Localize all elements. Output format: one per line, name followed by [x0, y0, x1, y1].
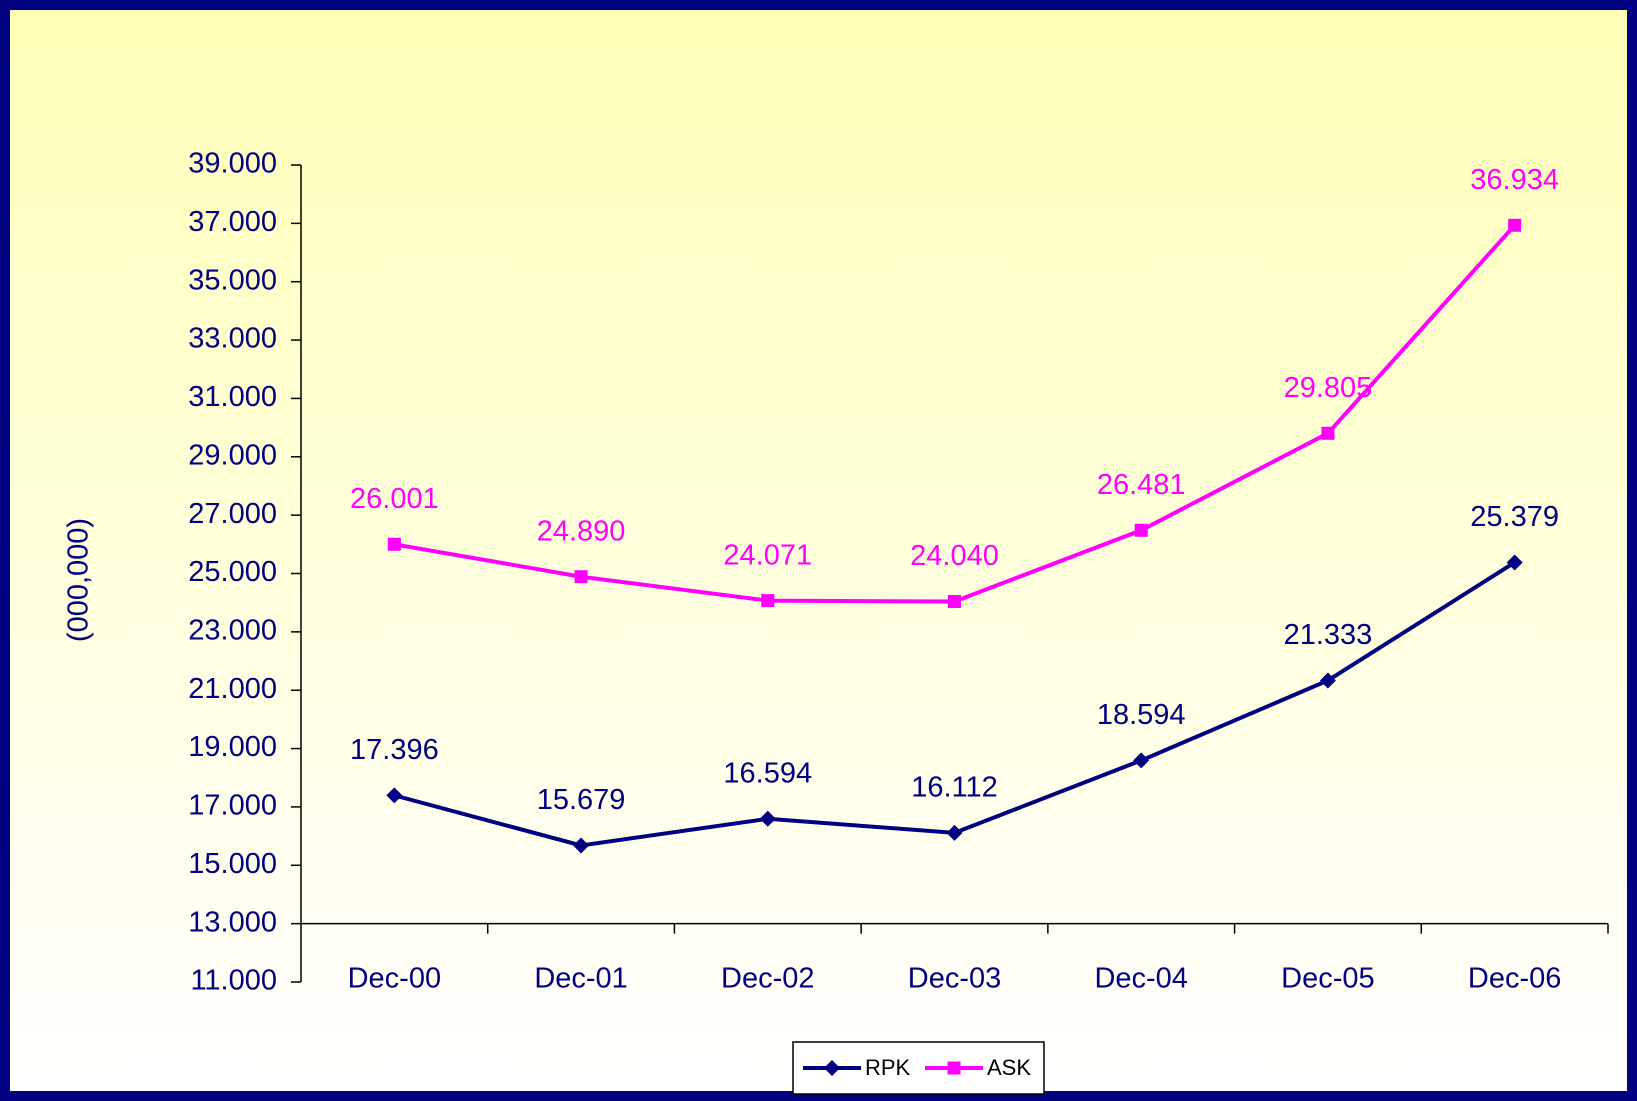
data-point	[386, 787, 403, 804]
legend-label: RPK	[865, 1055, 911, 1080]
data-point	[1319, 672, 1336, 689]
data-label: 26.001	[350, 483, 439, 515]
y-tick-label: 25.000	[188, 556, 277, 588]
y-tick-label: 33.000	[188, 323, 277, 355]
data-label: 29.805	[1284, 372, 1373, 404]
data-point	[1506, 554, 1523, 571]
data-point	[1133, 752, 1150, 769]
data-label: 24.040	[910, 540, 999, 572]
data-label: 17.396	[350, 734, 439, 766]
y-tick-label: 11.000	[190, 965, 277, 997]
y-tick-label: 17.000	[188, 790, 277, 822]
data-label: 26.481	[1097, 469, 1186, 501]
y-tick-label: 21.000	[188, 673, 277, 705]
data-point	[948, 595, 961, 609]
data-label: 15.679	[537, 784, 626, 816]
legend-marker	[824, 1060, 840, 1076]
y-tick-label: 15.000	[188, 848, 277, 880]
data-point	[1321, 426, 1335, 440]
data-label: 21.333	[1284, 619, 1373, 651]
y-tick-label: 27.000	[188, 498, 277, 530]
y-tick-label: 13.000	[188, 906, 277, 938]
data-point	[946, 824, 963, 841]
legend-box	[792, 1041, 1045, 1095]
y-tick-label: 35.000	[188, 264, 277, 296]
x-tick-label: Dec-00	[348, 962, 442, 994]
x-tick-label: Dec-05	[1281, 962, 1375, 994]
y-axis-title: (000,000)	[63, 518, 95, 642]
x-tick-label: Dec-04	[1094, 962, 1188, 994]
x-tick-label: Dec-01	[534, 962, 628, 994]
data-point	[1508, 218, 1522, 232]
legend-label: ASK	[987, 1055, 1031, 1080]
data-label: 24.890	[537, 515, 626, 547]
data-label: 16.112	[911, 771, 998, 803]
y-tick-label: 39.000	[188, 148, 277, 180]
y-tick-label: 31.000	[188, 381, 277, 413]
y-tick-label: 23.000	[188, 615, 277, 647]
x-tick-label: Dec-03	[908, 962, 1002, 994]
y-tick-label: 37.000	[188, 206, 277, 238]
data-label: 36.934	[1470, 164, 1559, 196]
y-tick-label: 19.000	[188, 731, 277, 763]
data-point	[387, 537, 401, 551]
data-point	[574, 570, 588, 584]
y-tick-label: 29.000	[188, 439, 277, 471]
data-label: 25.379	[1470, 501, 1559, 533]
data-point	[759, 810, 776, 827]
data-point	[1134, 523, 1148, 537]
data-point	[573, 837, 590, 854]
data-label: 24.071	[723, 539, 812, 571]
legend-marker	[947, 1061, 961, 1075]
x-tick-label: Dec-06	[1468, 962, 1562, 994]
data-point	[761, 594, 775, 608]
x-tick-label: Dec-02	[721, 962, 815, 994]
data-label: 16.594	[723, 757, 812, 789]
data-label: 18.594	[1097, 699, 1186, 731]
